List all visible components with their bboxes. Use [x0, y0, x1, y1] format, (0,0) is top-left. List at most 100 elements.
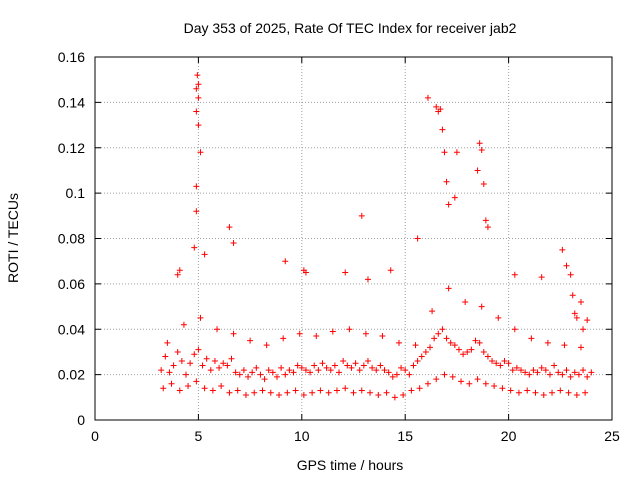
data-point [348, 364, 355, 371]
data-point [476, 339, 483, 346]
data-point [276, 392, 283, 399]
data-point [377, 362, 384, 369]
data-point [346, 326, 353, 333]
data-point [584, 317, 591, 324]
data-point [414, 235, 421, 242]
data-point [327, 367, 334, 374]
data-point [518, 367, 525, 374]
data-point [588, 369, 595, 376]
data-point [559, 371, 566, 378]
data-point [176, 387, 183, 394]
data-point [267, 389, 274, 396]
data-point [402, 367, 409, 374]
data-point [441, 371, 448, 378]
y-tick-label: 0.1 [66, 185, 86, 201]
data-point [472, 337, 479, 344]
data-point [480, 348, 487, 355]
data-point [311, 362, 318, 369]
data-point [565, 389, 572, 396]
data-point [406, 371, 413, 378]
data-point [439, 326, 446, 333]
data-point [495, 314, 502, 321]
data-point [170, 362, 177, 369]
data-point [201, 251, 208, 258]
data-point [513, 364, 520, 371]
data-point [253, 364, 260, 371]
data-point [551, 362, 558, 369]
data-point [571, 310, 578, 317]
data-point [191, 351, 198, 358]
y-tick-label: 0.04 [58, 321, 85, 337]
data-point [195, 122, 202, 129]
data-point [193, 85, 200, 92]
data-point [489, 358, 496, 365]
data-point [462, 299, 469, 306]
data-point [482, 217, 489, 224]
data-point [395, 339, 402, 346]
data-point [182, 371, 189, 378]
data-point [451, 342, 458, 349]
x-tick-label: 20 [501, 428, 517, 444]
data-point [178, 358, 185, 365]
data-point [203, 355, 210, 362]
data-point [342, 269, 349, 276]
x-axis-label: GPS time / hours [297, 457, 404, 473]
data-point [342, 385, 349, 392]
data-point [573, 314, 580, 321]
data-point [383, 389, 390, 396]
data-point [294, 362, 301, 369]
data-point [476, 140, 483, 147]
data-point [162, 353, 169, 360]
data-point [561, 342, 568, 349]
data-point [166, 369, 173, 376]
data-point [408, 387, 415, 394]
data-point [358, 387, 365, 394]
data-point [445, 285, 452, 292]
data-point [201, 385, 208, 392]
data-point [333, 387, 340, 394]
x-tick-label: 15 [397, 428, 413, 444]
data-point [296, 330, 303, 337]
x-tick-label: 25 [604, 428, 620, 444]
data-point [400, 392, 407, 399]
data-point [393, 371, 400, 378]
data-point [410, 362, 417, 369]
data-point [474, 167, 481, 174]
data-point [538, 364, 545, 371]
data-point [580, 367, 587, 374]
data-point [443, 178, 450, 185]
data-point [373, 367, 380, 374]
data-point [307, 369, 314, 376]
data-point [577, 299, 584, 306]
data-point [242, 392, 249, 399]
data-point [447, 339, 454, 346]
data-point [509, 367, 516, 374]
data-point [563, 367, 570, 374]
data-point [422, 348, 429, 355]
data-point [491, 382, 498, 389]
data-point [336, 369, 343, 376]
data-point [232, 369, 239, 376]
y-tick-label: 0.12 [58, 140, 85, 156]
data-point [433, 376, 440, 383]
data-point [431, 335, 438, 342]
y-axis-ticks: 0 0.02 0.04 0.06 0.08 0.1 0.12 0.14 0.16 [58, 49, 612, 428]
data-point [193, 208, 200, 215]
data-point [300, 392, 307, 399]
data-point [209, 387, 216, 394]
data-point [437, 106, 444, 113]
data-point [340, 358, 347, 365]
data-point [195, 94, 202, 101]
data-point [364, 276, 371, 283]
data-point [350, 389, 357, 396]
data-point [191, 244, 198, 251]
data-point [555, 369, 562, 376]
data-point [375, 392, 382, 399]
data-point [563, 262, 570, 269]
data-point [482, 380, 489, 387]
data-point [309, 389, 316, 396]
data-point [532, 389, 539, 396]
data-point [433, 103, 440, 110]
data-point [226, 389, 233, 396]
